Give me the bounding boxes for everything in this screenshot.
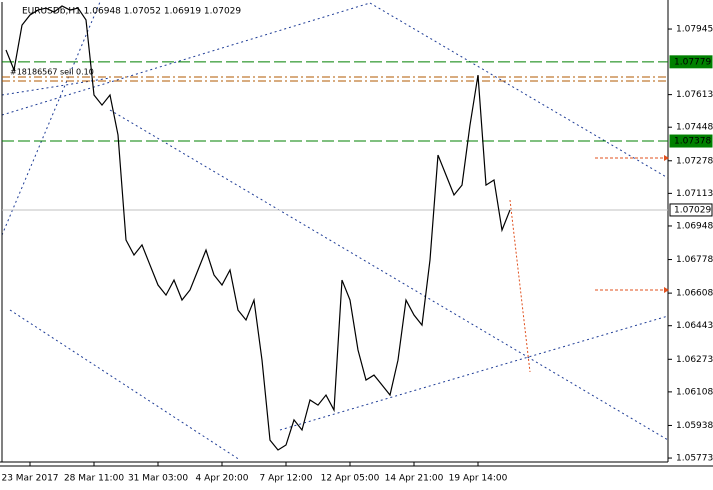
y-tick-label: 1.07613 xyxy=(676,90,713,100)
price-line xyxy=(5,5,511,451)
y-tick-label: 1.06608 xyxy=(676,289,713,299)
level-label: 1.07779 xyxy=(674,57,711,67)
target-arrow xyxy=(664,155,669,162)
level-label-box xyxy=(669,134,713,148)
x-tick-label: 7 Apr 12:00 xyxy=(260,474,313,484)
forecast-line xyxy=(509,199,531,373)
level-label-box xyxy=(669,203,713,217)
x-tick-label: 31 Mar 03:00 xyxy=(128,474,188,484)
y-tick-label: 1.06778 xyxy=(676,255,713,265)
x-tick-label: 12 Apr 05:00 xyxy=(321,474,380,484)
trend-line xyxy=(1,2,371,116)
y-tick-label: 1.07448 xyxy=(676,123,713,133)
trend-line xyxy=(9,309,241,461)
y-tick-label: 1.05773 xyxy=(676,454,713,464)
x-tick-label: 19 Apr 14:00 xyxy=(449,474,508,484)
y-tick-label: 1.06273 xyxy=(676,355,713,365)
level-label-box xyxy=(669,55,713,69)
trend-line xyxy=(1,1,101,236)
y-tick-label: 1.07945 xyxy=(676,25,713,35)
x-tick-label: 14 Apr 21:00 xyxy=(385,474,444,484)
x-tick-label: 23 Mar 2017 xyxy=(1,474,58,484)
y-tick-label: 1.07113 xyxy=(676,189,713,199)
x-tick-label: 28 Mar 11:00 xyxy=(64,474,124,484)
level-label: 1.07378 xyxy=(674,137,711,147)
trend-line xyxy=(109,109,669,441)
y-tick-label: 1.06443 xyxy=(676,321,713,331)
y-tick-label: 1.07278 xyxy=(676,156,713,166)
y-tick-label: 1.05938 xyxy=(676,421,713,431)
y-tick-label: 1.06108 xyxy=(676,387,713,397)
target-arrow xyxy=(664,286,669,293)
order-label: #18186567 sell 0.10 xyxy=(10,68,94,77)
level-label: 1.07029 xyxy=(674,205,711,215)
chart-title: EURUSDb,H1 1.06948 1.07052 1.06919 1.070… xyxy=(22,7,241,17)
x-tick-label: 4 Apr 20:00 xyxy=(196,474,249,484)
y-tick-label: 1.06948 xyxy=(676,221,713,231)
